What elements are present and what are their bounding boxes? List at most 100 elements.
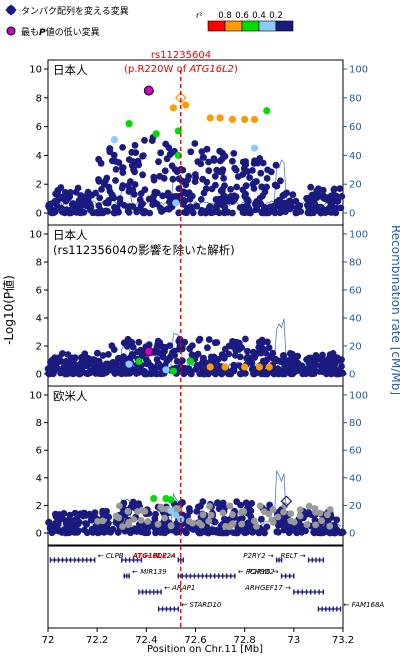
ld-variant-point xyxy=(110,135,118,144)
variant-point xyxy=(229,157,236,165)
gene: RELT → xyxy=(281,552,325,563)
variant-point xyxy=(194,350,202,358)
gene-exon xyxy=(315,557,317,563)
variant-point xyxy=(112,166,120,173)
ld-variant-point xyxy=(152,130,160,138)
ld-variant-point xyxy=(162,366,170,374)
variant-point xyxy=(255,343,263,351)
variant-point xyxy=(203,208,211,216)
variant-point xyxy=(281,370,289,378)
variant-point xyxy=(211,172,219,180)
ld-variant-point xyxy=(263,107,271,115)
variant-point xyxy=(54,520,62,528)
variant-point xyxy=(157,370,165,378)
ld-variant-point xyxy=(169,367,177,375)
gene: ← PDE2A xyxy=(121,552,176,563)
variant-point xyxy=(162,344,170,351)
variant-point xyxy=(152,510,159,518)
variant-point xyxy=(275,521,282,529)
variant-point xyxy=(266,501,273,509)
variant-point xyxy=(64,191,72,199)
variant-point xyxy=(281,363,289,371)
variant-point-no-ld xyxy=(94,518,101,525)
coding-variant-point xyxy=(174,92,187,104)
gene-exon xyxy=(65,557,68,563)
variant-point xyxy=(112,359,120,367)
gene-exon xyxy=(328,606,331,612)
gene-exon xyxy=(138,589,140,595)
variant-point xyxy=(100,180,108,188)
variant-point-no-ld xyxy=(326,506,334,513)
gene-exon xyxy=(332,606,334,612)
variant-point-no-ld xyxy=(124,507,132,515)
variant-point xyxy=(267,352,274,360)
variant-point xyxy=(204,344,211,352)
variant-point xyxy=(119,356,126,364)
gene: ATG16L2 → xyxy=(132,552,184,563)
variant-point-no-ld xyxy=(226,502,234,510)
variant-point xyxy=(218,168,226,176)
variant-point-no-ld xyxy=(229,511,236,518)
variant-point-no-ld xyxy=(205,517,213,525)
gene-exon xyxy=(128,557,131,563)
y2-tick-label: 20 xyxy=(349,342,362,353)
variant-point xyxy=(304,201,311,209)
y2-tick-label: 60 xyxy=(349,122,362,133)
variant-point-no-ld xyxy=(99,517,107,525)
gene-exon xyxy=(336,606,338,612)
variant-point-no-ld xyxy=(280,508,287,516)
variant-point xyxy=(47,358,54,366)
variant-point xyxy=(335,357,342,364)
variant-point xyxy=(75,518,83,526)
variant-point xyxy=(307,183,315,191)
variant-point xyxy=(132,149,140,157)
variant-point xyxy=(225,350,233,358)
gene-exon xyxy=(85,557,88,563)
variant-point xyxy=(111,370,119,377)
gene-exon xyxy=(125,573,128,579)
variant-point xyxy=(253,369,261,377)
y-tick-label: 2 xyxy=(36,501,42,512)
x-tick-label: 72.6 xyxy=(184,635,206,646)
variant-cloud xyxy=(45,498,347,537)
ld-variant-point xyxy=(228,115,236,123)
variant-point xyxy=(139,152,147,160)
variant-point xyxy=(257,169,265,177)
variant-point xyxy=(173,168,181,176)
variant-point xyxy=(180,188,188,196)
variant-point xyxy=(219,369,227,377)
variant-point xyxy=(74,184,82,192)
variant-point-no-ld xyxy=(256,502,264,510)
variant-point xyxy=(137,202,145,210)
variant-point xyxy=(125,188,133,195)
ld-variant-point xyxy=(206,114,214,122)
gene-exon xyxy=(297,589,299,595)
y-tick-label: 6 xyxy=(36,286,42,297)
gene-exon xyxy=(284,573,287,579)
ld-variant-point xyxy=(135,357,143,365)
variant-point xyxy=(163,155,171,163)
gene-exon xyxy=(49,557,52,563)
variant-point xyxy=(66,511,74,519)
gene-label: ← MIR139 xyxy=(132,568,167,576)
gene-exon xyxy=(197,573,200,579)
variant-point xyxy=(264,338,271,346)
variant-point-no-ld xyxy=(281,502,289,509)
variant-point xyxy=(148,137,156,145)
variant-point xyxy=(230,361,238,369)
gene-exon xyxy=(69,557,72,563)
ld-variant-point xyxy=(169,104,177,112)
variant-point-no-ld xyxy=(144,518,152,525)
variant-point xyxy=(260,209,268,217)
x-tick-label: 73 xyxy=(287,635,300,646)
gene-exon xyxy=(289,573,291,579)
variant-point xyxy=(152,370,160,378)
variant-point-no-ld xyxy=(296,512,304,520)
gene-exon xyxy=(293,573,295,579)
ld-variant-point xyxy=(241,115,249,123)
coding-variant-legend-label: タンパク配列を変える変異 xyxy=(21,5,129,17)
variant-point xyxy=(124,370,132,377)
variant-point xyxy=(205,167,213,175)
variant-point xyxy=(249,167,256,174)
